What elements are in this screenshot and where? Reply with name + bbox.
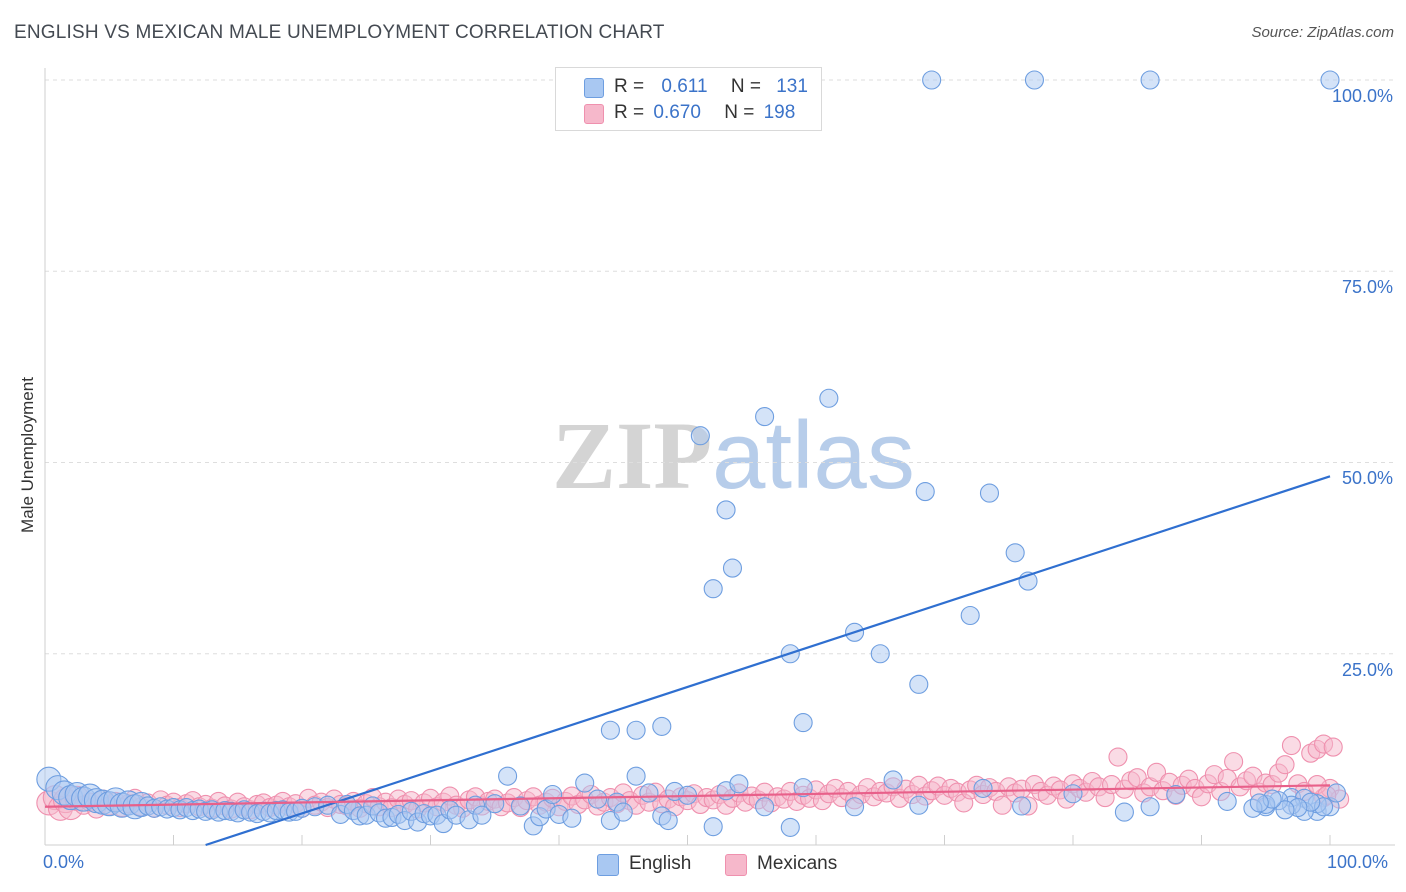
english-point xyxy=(1140,797,1160,817)
english-point xyxy=(722,558,743,578)
mexicans-point xyxy=(1146,762,1167,782)
english-point xyxy=(1275,800,1295,820)
english-point xyxy=(909,795,929,815)
y-axis-label: Male Unemployment xyxy=(18,377,37,533)
english-point xyxy=(883,770,903,790)
english-point xyxy=(1326,783,1346,803)
correlation-legend: R = 0.611 N = 131 R = 0.670 N = 198 xyxy=(555,67,822,131)
english-point xyxy=(716,500,736,520)
english-point xyxy=(613,802,633,822)
english-point xyxy=(1249,793,1269,813)
english-point xyxy=(960,605,980,626)
english-point xyxy=(729,774,749,794)
mexicans-point xyxy=(1224,752,1244,772)
english-point xyxy=(498,766,518,786)
english-point xyxy=(870,644,890,664)
english-swatch xyxy=(584,78,604,98)
english-point xyxy=(1166,784,1186,805)
y-tick-75: 75.0% xyxy=(1341,277,1393,297)
english-swatch xyxy=(597,854,619,876)
r-value: 0.611 xyxy=(661,76,708,97)
english-point xyxy=(819,388,839,408)
mexicans-trendline xyxy=(44,784,1331,808)
r-label: R = xyxy=(614,76,645,97)
series-english xyxy=(36,70,1346,837)
english-point xyxy=(973,778,993,798)
english-point xyxy=(587,789,608,809)
english-point xyxy=(652,716,672,736)
y-tick-50: 50.0% xyxy=(1341,468,1393,488)
trendlines xyxy=(44,475,1331,847)
english-point xyxy=(979,483,1000,503)
english-point xyxy=(915,482,935,502)
english-point xyxy=(703,817,723,837)
mexicans-swatch xyxy=(725,854,747,876)
mexicans-swatch xyxy=(584,104,604,124)
english-point xyxy=(626,766,646,786)
english-stats: R = 0.611 N = 131 xyxy=(614,76,808,98)
y-tick-100: 100.0% xyxy=(1331,86,1393,106)
r-value: 0.670 xyxy=(653,102,701,123)
english-point xyxy=(510,796,531,816)
mexicans-point xyxy=(1108,747,1128,767)
english-point xyxy=(1005,543,1025,563)
english-point xyxy=(1012,796,1032,816)
english-point xyxy=(703,579,723,599)
n-label: N = xyxy=(724,102,755,123)
english-point xyxy=(562,808,582,828)
n-value: 131 xyxy=(776,76,808,97)
y-tick-25: 25.0% xyxy=(1341,660,1393,680)
n-value: 198 xyxy=(763,102,796,123)
english-point xyxy=(626,720,646,740)
r-label: R = xyxy=(614,102,645,123)
english-point xyxy=(485,794,505,814)
mexicans-point xyxy=(992,795,1012,815)
english-point xyxy=(1320,70,1340,90)
mexicans-stats: R = 0.670 N = 198 xyxy=(614,102,795,124)
watermark-atlas: atlas xyxy=(712,402,915,509)
source-label[interactable]: Source: ZipAtlas.com xyxy=(1251,24,1394,41)
x-tick-right: 100.0% xyxy=(1327,852,1389,872)
axes xyxy=(44,68,1395,846)
mexicans-label: Mexicans xyxy=(757,853,838,874)
chart-title: ENGLISH VS MEXICAN MALE UNEMPLOYMENT COR… xyxy=(14,22,665,43)
english-point xyxy=(472,805,492,825)
x-tick-left: 0.0% xyxy=(43,852,85,872)
english-point xyxy=(1063,784,1083,804)
english-label: English xyxy=(629,853,692,874)
series-legend: English Mexicans xyxy=(0,852,1406,878)
english-point xyxy=(1217,791,1237,811)
gridlines xyxy=(45,79,1395,655)
english-point xyxy=(755,407,775,427)
english-point xyxy=(909,674,929,694)
english-point xyxy=(1024,70,1044,90)
watermark: ZIPatlas xyxy=(552,400,915,511)
english-point xyxy=(575,773,595,793)
english-point xyxy=(844,797,865,817)
english-point xyxy=(793,778,813,798)
mexicans-point xyxy=(1323,737,1343,757)
english-point xyxy=(690,426,710,446)
mexicans-point xyxy=(1275,755,1295,775)
n-label: N = xyxy=(730,76,761,97)
mexicans-point xyxy=(1281,735,1301,756)
english-point xyxy=(793,713,813,733)
english-point xyxy=(600,720,620,740)
english-point xyxy=(755,797,775,817)
english-point xyxy=(543,784,563,805)
english-point xyxy=(780,817,800,837)
watermark-zip: ZIP xyxy=(552,402,713,509)
english-trendline xyxy=(205,475,1331,847)
english-point xyxy=(1140,70,1160,90)
english-point xyxy=(639,783,659,803)
english-point xyxy=(658,810,678,831)
english-point xyxy=(1114,802,1134,822)
english-point xyxy=(922,70,942,90)
